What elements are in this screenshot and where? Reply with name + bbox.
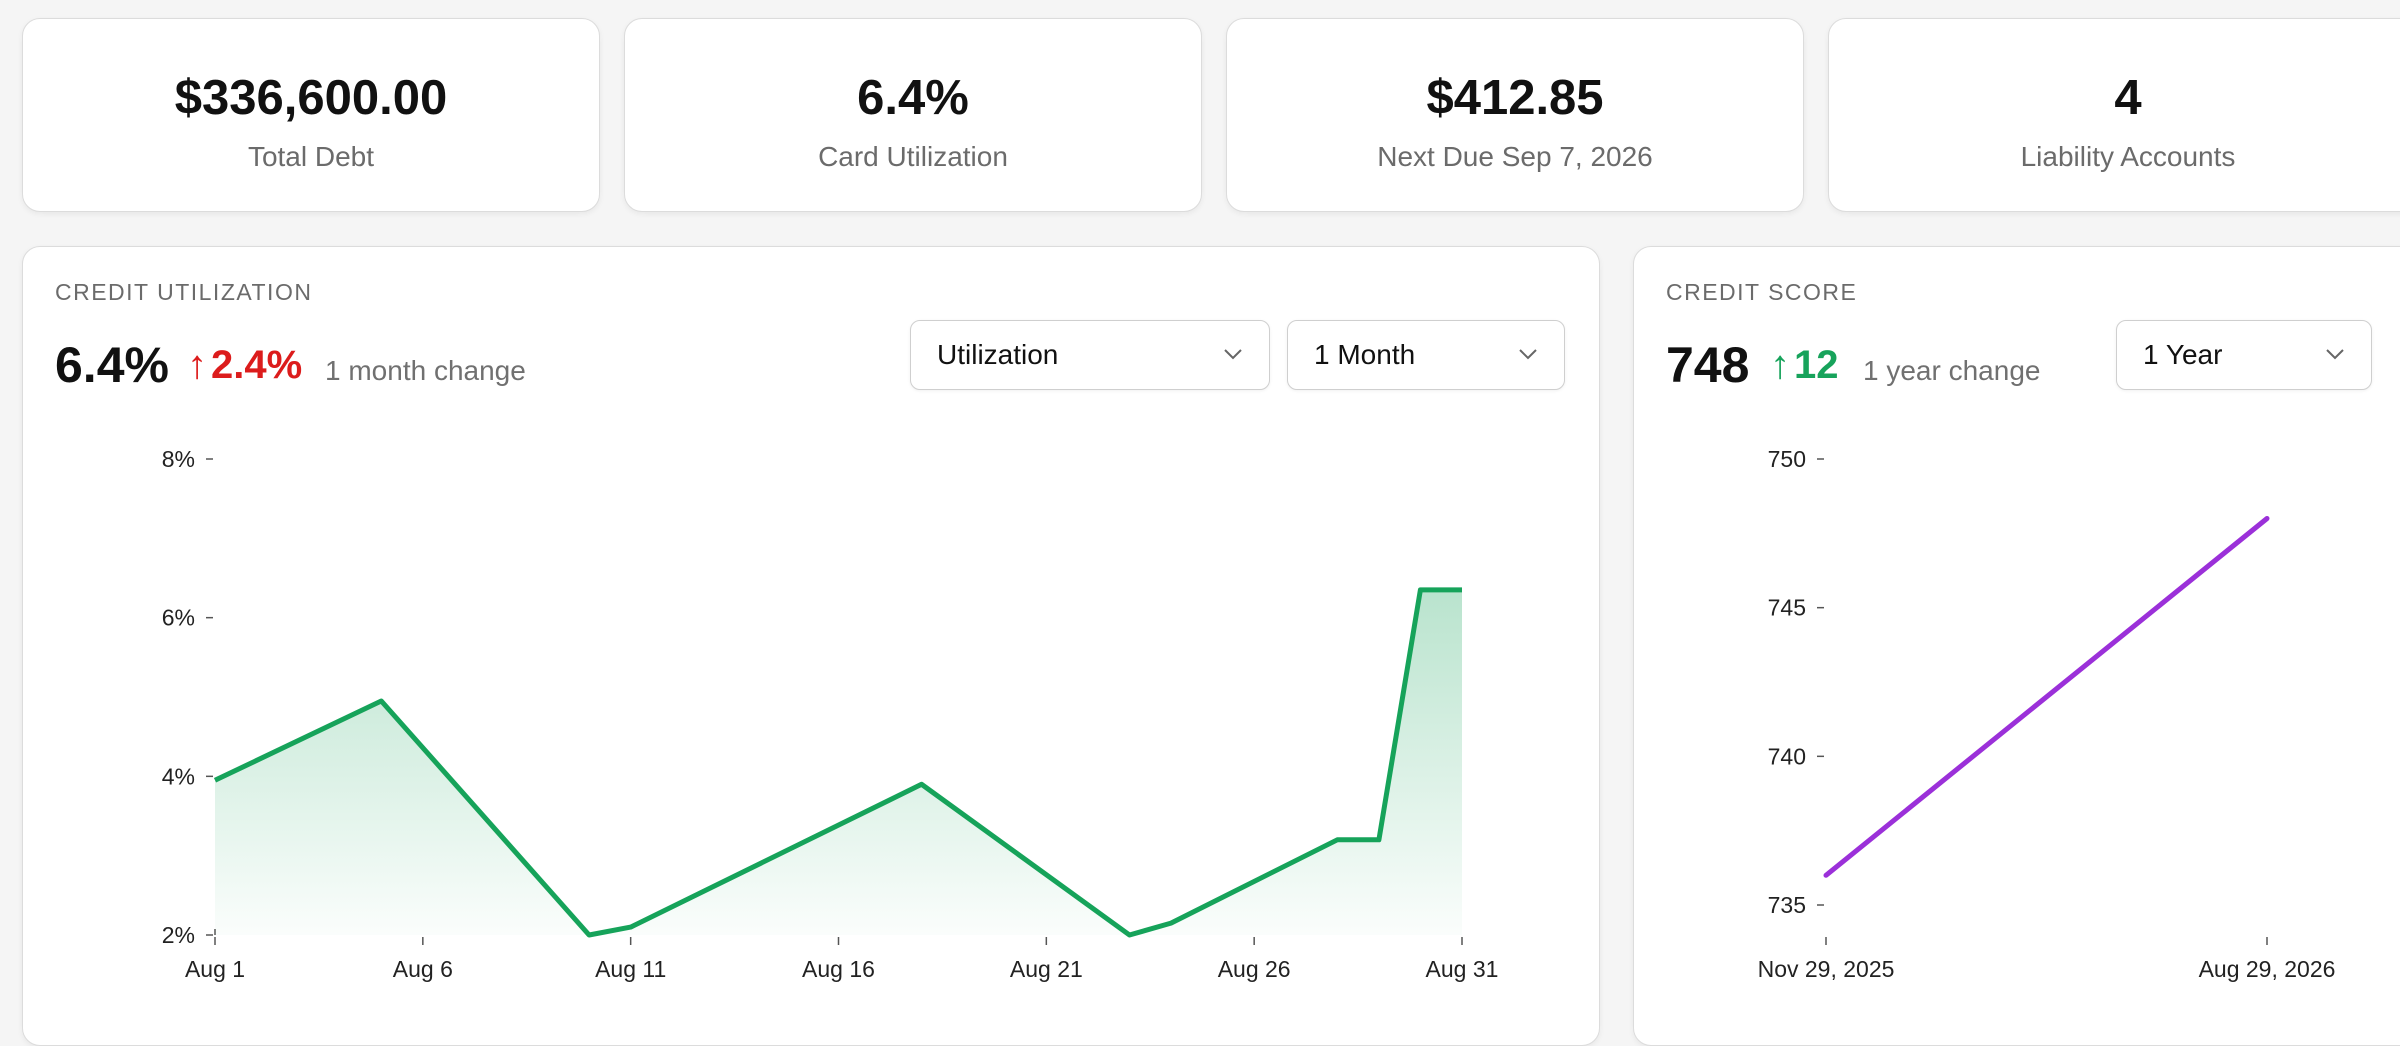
panel-title: CREDIT SCORE	[1666, 279, 1858, 305]
y-tick-label: 735	[1768, 892, 1806, 918]
y-tick-label: 2%	[162, 922, 195, 948]
credit-score-change-value: 12	[1794, 343, 1839, 387]
y-tick-label: 6%	[162, 605, 195, 631]
credit-utilization-chart: 2% 4% 6% 8% Aug 1 Aug 6 Aug 11 Aug 16 Aug 21 Aug …	[162, 446, 1499, 982]
metric-select[interactable]: Utilization	[910, 320, 1270, 390]
stat-value: $412.85	[1426, 71, 1604, 125]
x-tick-label: Aug 6	[393, 956, 453, 982]
y-tick-label: 8%	[162, 446, 195, 472]
credit-score-chart: 735 740 745 750 Nov 29, 2025 Aug 29, 2026	[1758, 446, 2336, 982]
stat-card-liability-accounts: 4 Liability Accounts	[1828, 18, 2400, 212]
score-range-select[interactable]: 1 Year	[2116, 320, 2372, 390]
chevron-down-icon	[1224, 349, 1242, 360]
utilization-line	[213, 587, 1462, 938]
arrow-up-icon: ↑	[187, 343, 207, 387]
y-tick-label: 745	[1768, 595, 1806, 621]
y-tick-label: 750	[1768, 446, 1806, 472]
credit-score-change: ↑ 12	[1770, 345, 1839, 385]
stat-label: Next Due Sep 7, 2026	[1377, 141, 1653, 172]
chevron-down-icon	[2326, 349, 2344, 360]
chevron-down-icon	[1519, 349, 1537, 360]
stat-value: $336,600.00	[174, 71, 448, 125]
stat-card-total-debt: $336,600.00 Total Debt	[22, 18, 600, 212]
y-tick-label: 740	[1768, 743, 1806, 769]
utilization-value: 6.4%	[55, 337, 169, 393]
stat-value: 4	[2114, 71, 2142, 125]
stat-card-card-utilization: 6.4% Card Utilization	[624, 18, 1202, 212]
x-tick-label: Aug 31	[1426, 956, 1499, 982]
stat-card-next-due: $412.85 Next Due Sep 7, 2026	[1226, 18, 1804, 212]
x-tick-label: Aug 29, 2026	[2199, 956, 2336, 982]
utilization-range-select[interactable]: 1 Month	[1287, 320, 1565, 390]
x-tick-label: Aug 16	[802, 956, 875, 982]
credit-score-value: 748	[1666, 337, 1750, 393]
x-tick-label: Aug 11	[595, 956, 666, 982]
y-tick-label: 4%	[162, 763, 195, 789]
utilization-change: ↑ 2.4%	[187, 345, 302, 385]
score-range-select-label: 1 Year	[2143, 339, 2223, 370]
x-tick-label: Aug 26	[1218, 956, 1291, 982]
panel-title: CREDIT UTILIZATION	[55, 279, 313, 305]
x-tick-label: Aug 21	[1010, 956, 1083, 982]
utilization-range-select-label: 1 Month	[1314, 339, 1416, 370]
x-tick-label: Aug 1	[185, 956, 245, 982]
stat-label: Card Utilization	[818, 141, 1008, 172]
credit-score-line	[1823, 516, 2270, 878]
stat-value: 6.4%	[857, 71, 969, 125]
x-tick-label: Nov 29, 2025	[1758, 956, 1895, 982]
utilization-change-value: 2.4%	[211, 343, 303, 387]
metric-select-label: Utilization	[937, 339, 1059, 370]
utilization-change-note: 1 month change	[325, 355, 526, 386]
utilization-area	[215, 589, 1462, 935]
credit-score-change-note: 1 year change	[1863, 355, 2041, 386]
stat-label: Liability Accounts	[2020, 141, 2236, 172]
stat-label: Total Debt	[247, 141, 375, 172]
arrow-up-icon: ↑	[1770, 343, 1790, 387]
